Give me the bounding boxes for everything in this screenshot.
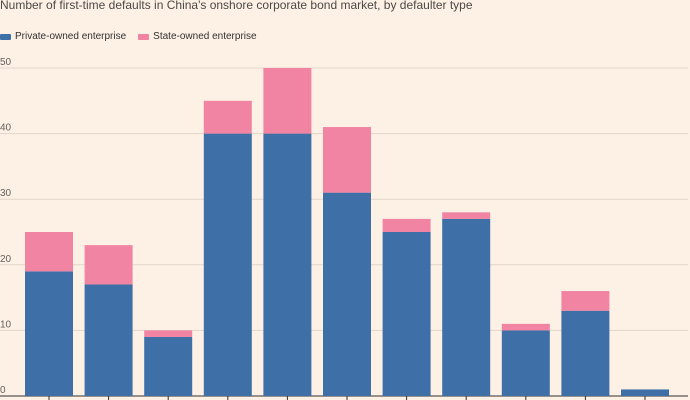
bar-private [442,218,491,396]
bar-private [203,133,252,396]
bar-state [442,212,491,219]
legend-item-private: Private-owned enterprise [0,31,126,42]
bar-private [561,310,610,396]
chart-title: Number of first-time defaults in China's… [0,0,473,12]
bar-private [621,389,669,396]
bar-private [263,133,312,396]
y-tick-label: 0 [0,385,6,396]
legend-label-private: Private-owned enterprise [15,31,127,42]
legend-swatch-private [0,33,11,40]
bar-state [84,245,133,285]
y-tick-label: 10 [0,319,12,330]
y-tick-label: 40 [0,123,12,134]
bar-state [323,127,371,193]
bar-state [263,68,312,134]
y-tick-label: 30 [0,188,12,199]
legend: Private-owned enterprise State-owned ent… [0,31,257,42]
bar-state [203,100,252,134]
bar-private [84,284,133,396]
legend-item-state: State-owned enterprise [138,31,257,42]
legend-swatch-state [138,33,150,40]
bar-private [501,330,550,396]
bar-private [323,192,371,396]
y-tick-label: 20 [0,254,12,265]
bar-state [144,330,193,337]
bar-state [382,218,431,232]
bar-private [144,336,193,396]
bar-state [25,232,73,272]
legend-label-state: State-owned enterprise [153,31,257,42]
bar-state [501,323,550,331]
bar-private [382,232,431,396]
bar-state [561,291,610,311]
y-tick-label: 50 [0,57,12,68]
bar-private [25,271,73,396]
